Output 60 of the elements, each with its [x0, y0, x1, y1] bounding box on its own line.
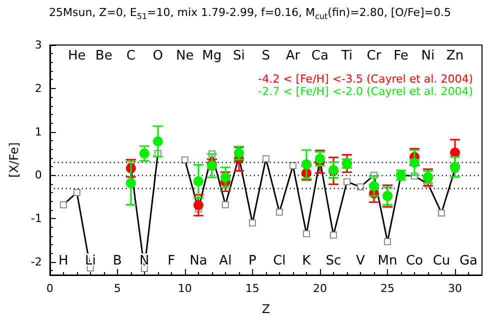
x-tick-label: 30	[448, 282, 462, 295]
y-axis-title: [X/Fe]	[7, 142, 21, 178]
annotation: C	[126, 48, 136, 64]
annotation: Cr	[366, 48, 382, 64]
text: -2.7 < [Fe/H] <-2.0 (Cayrel et al. 2004)	[258, 85, 473, 98]
annotation: Na	[190, 254, 208, 268]
x-tick-label: 20	[312, 282, 327, 295]
annotation: O	[152, 48, 164, 64]
x-tick-label: 15	[245, 282, 260, 295]
y-tick-label: -1	[30, 212, 42, 226]
chart-title: 25Msun, Z=0, E$_{51}$=10, mix 1.79-2.99, f=0.16, M$_{cut}$(fin)=2.80, [O/Fe]=0.5	[48, 6, 452, 22]
annotation: B	[112, 254, 122, 268]
point	[301, 159, 312, 170]
point	[152, 136, 163, 146]
y-tick-label: 2	[34, 82, 42, 95]
annotation: Ti	[340, 48, 353, 64]
annotation: Ga	[459, 254, 478, 268]
annotation: He	[68, 48, 86, 64]
x-tick-label: 0	[46, 282, 54, 295]
annotation: Co	[406, 254, 424, 268]
point	[126, 178, 136, 188]
annotation: K	[302, 254, 312, 268]
x-tick-label: 25	[380, 282, 394, 295]
annotation: Ni	[421, 48, 435, 64]
annotation: Si	[232, 48, 245, 64]
y-tick-label: 3	[34, 38, 42, 52]
annotation: Fe	[394, 48, 408, 64]
point	[409, 158, 420, 168]
text: -4.2 < [Fe/H] <-3.5 (Cayrel et al. 2004)	[258, 72, 473, 86]
annotation: P	[248, 254, 257, 268]
annotation: Sc	[326, 254, 342, 268]
annotation: Mn	[378, 254, 398, 268]
annotation: V	[356, 254, 366, 268]
annotation: Zn	[446, 48, 464, 64]
point	[193, 176, 204, 186]
y-tick-label: 1	[34, 125, 42, 138]
annotation: Mg	[202, 48, 222, 64]
annotation: Cu	[432, 254, 450, 268]
annotation: Cl	[273, 254, 286, 268]
annotation: Be	[95, 48, 112, 64]
annotation: Ca	[311, 48, 328, 64]
annotation: F	[168, 254, 176, 268]
annotation: S	[262, 48, 270, 64]
x-tick-label: 10	[178, 282, 192, 295]
point	[450, 162, 460, 172]
y-tick-label: -2	[30, 255, 42, 268]
point	[368, 181, 379, 192]
annotation: H	[58, 254, 68, 268]
point	[234, 148, 244, 158]
point	[220, 172, 230, 182]
x-axis-title: Z	[262, 302, 270, 316]
x-tick-label: 5	[114, 282, 121, 295]
point	[193, 200, 204, 210]
annotation: Al	[219, 254, 232, 268]
point	[139, 148, 150, 158]
annotation: Ar	[286, 48, 301, 64]
point	[450, 148, 460, 158]
point	[314, 154, 325, 164]
y-tick-label: 0	[34, 168, 42, 182]
annotation: Ne	[176, 48, 194, 64]
